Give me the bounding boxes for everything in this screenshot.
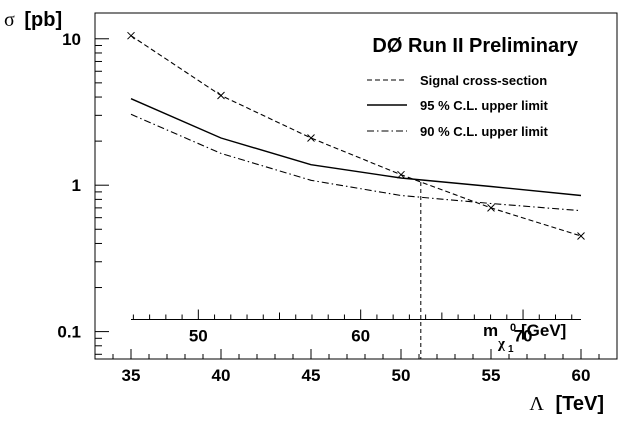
legend-label: 90 % C.L. upper limit <box>420 124 549 139</box>
x-tick-label: 40 <box>212 366 231 385</box>
legend-label: Signal cross-section <box>420 73 547 88</box>
x-tick-label: 35 <box>122 366 141 385</box>
series-line-dashed <box>130 35 582 237</box>
y-axis-unit: [pb] <box>24 9 62 31</box>
marker-stroke <box>487 204 495 212</box>
series-line-solid <box>130 98 582 197</box>
x-axis-symbol: Λ <box>529 393 544 415</box>
y-tick-label: 10 <box>62 30 81 49</box>
x-axis-label: Λ [TeV] <box>529 393 604 415</box>
x2-axis-prefix: m <box>483 321 498 340</box>
x-tick-label: 60 <box>572 366 591 385</box>
secondary-x-axis: 50 60 70 <box>131 309 581 346</box>
x2-axis-chi-sup: 0 <box>510 322 516 334</box>
x-tick-label: 55 <box>482 366 501 385</box>
y-tick-label: 1 <box>72 176 81 195</box>
series-layer <box>127 31 585 240</box>
y-axis-label: σ [pb] <box>4 9 62 31</box>
x-axis-unit: [TeV] <box>555 393 604 415</box>
legend-label: 95 % C.L. upper limit <box>420 98 549 113</box>
chart-title: DØ Run II Preliminary <box>372 35 578 57</box>
x-tick-label: 50 <box>392 366 411 385</box>
x-tick-label: 45 <box>302 366 321 385</box>
x2-tick-label: 60 <box>351 327 370 346</box>
series-line-dashdot <box>130 113 582 212</box>
marker-stroke <box>307 134 315 142</box>
marker-stroke <box>127 31 135 40</box>
data-point-marker <box>127 31 135 40</box>
data-point-marker <box>577 232 585 240</box>
marker-stroke <box>577 232 585 240</box>
x2-axis-chi-sub: 1 <box>508 344 514 355</box>
y-axis-symbol: σ <box>4 9 15 31</box>
y-tick-label: 0.1 <box>57 323 81 342</box>
x2-axis-chi: χ <box>497 336 506 352</box>
x2-tick-label: 70 <box>514 327 533 346</box>
data-point-marker <box>487 204 495 212</box>
legend: Signal cross-section 95 % C.L. upper limi… <box>367 73 549 139</box>
x2-tick-label: 50 <box>189 327 208 346</box>
x2-axis-label: m χ 1 0 [GeV] <box>483 321 566 355</box>
data-point-marker <box>217 91 225 100</box>
plot-frame <box>94 12 618 360</box>
data-point-marker <box>307 134 315 142</box>
x2-axis-unit: [GeV] <box>521 321 566 340</box>
marker-stroke <box>217 91 225 100</box>
